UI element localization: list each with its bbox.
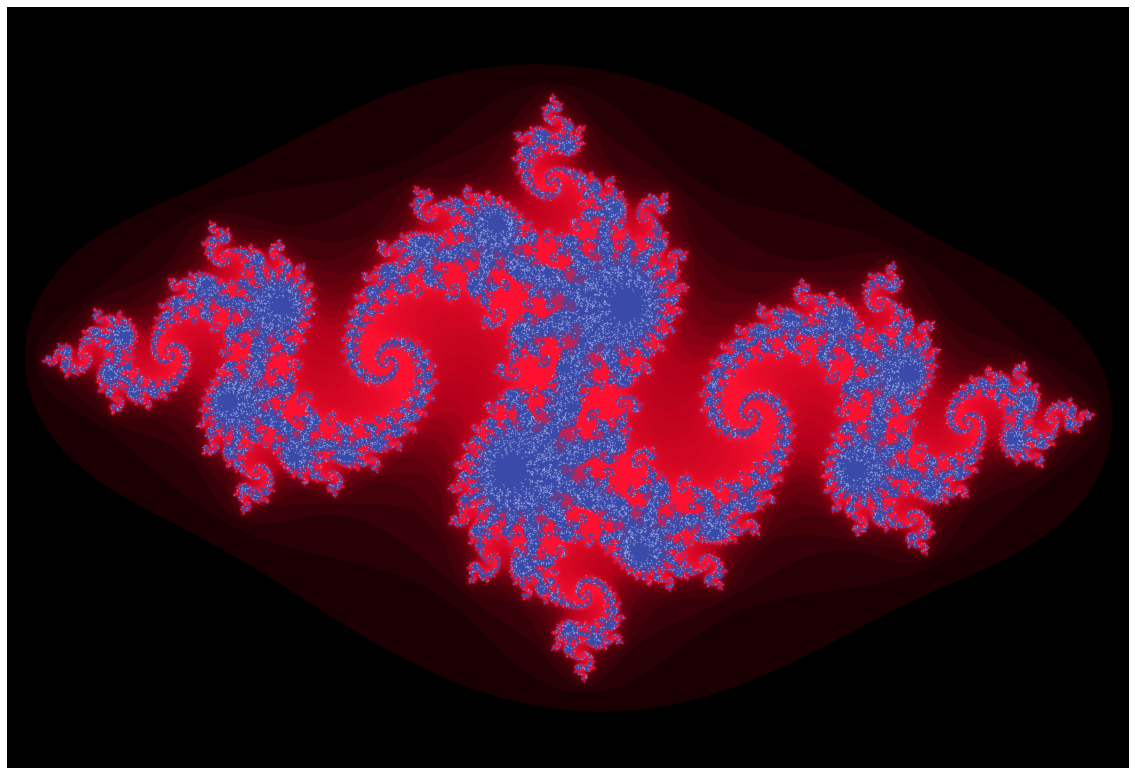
fractal-frame (7, 7, 1129, 768)
julia-set-fractal-image (7, 7, 1129, 768)
